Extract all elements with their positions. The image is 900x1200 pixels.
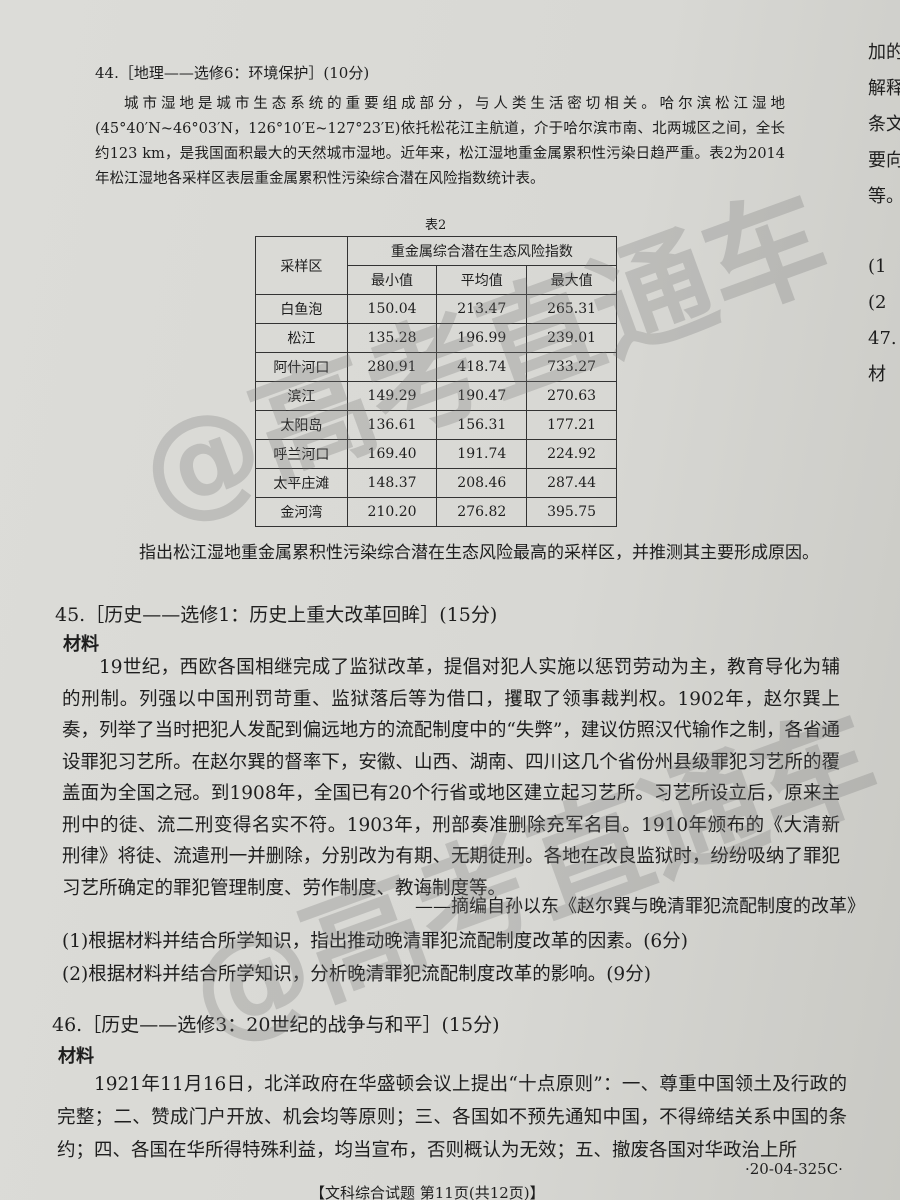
- table-cell: 169.40: [346, 439, 438, 469]
- margin-text: 加的: [868, 42, 900, 63]
- table-row: 太平庄滩 148.37 208.46 287.44: [255, 468, 617, 498]
- table-row: 滨江 149.29 190.47 270.63: [255, 381, 617, 411]
- table-cell: 177.21: [526, 410, 617, 440]
- table-row: 金河湾 210.20 276.82 395.75: [255, 497, 617, 527]
- table-cell: 733.27: [526, 352, 617, 382]
- table-cell: 金河湾: [255, 497, 348, 527]
- table-row: 松江 135.28 196.99 239.01: [255, 323, 617, 353]
- table-cell: 239.01: [526, 323, 617, 353]
- table-cell: 418.74: [436, 352, 528, 382]
- table-cell: 呼兰河口: [255, 439, 348, 469]
- table-cell: 阿什河口: [255, 352, 348, 382]
- margin-text: 等。: [868, 186, 900, 207]
- margin-text: (2: [868, 292, 887, 313]
- margin-text: (1: [868, 256, 887, 277]
- table-cell: 265.31: [526, 294, 617, 324]
- sub-question: (1)根据材料并结合所学知识，指出推动晚清罪犯流配制度改革的因素。(6分): [62, 931, 688, 952]
- margin-text: 材: [868, 364, 886, 385]
- material-label: 材料: [58, 1046, 94, 1067]
- q45-title: 45.［历史——选修1：历史上重大改革回眸］(15分): [55, 604, 498, 626]
- table-cell: 270.63: [526, 381, 617, 411]
- table-caption: 表2: [425, 218, 447, 233]
- q44-question: 指出松江湿地重金属累积性污染综合潜在生态风险最高的采样区，并推测其主要形成原因。: [139, 543, 819, 563]
- header-cell: 最大值: [526, 265, 617, 295]
- table-cell: 213.47: [436, 294, 528, 324]
- sub-question: (2)根据材料并结合所学知识，分析晚清罪犯流配制度改革的影响。(9分): [62, 964, 651, 985]
- table-cell: 191.74: [436, 439, 528, 469]
- q45-paragraph: 19世纪，西欧各国相继完成了监狱改革，提倡对犯人实施以惩罚劳动为主，教育导化为辅…: [62, 657, 840, 899]
- header-cell: 重金属综合潜在生态风险指数: [346, 236, 618, 266]
- table-cell: 208.46: [436, 468, 528, 498]
- code: ·20-04-325C·: [745, 1160, 843, 1178]
- table-row: 呼兰河口 169.40 191.74 224.92: [255, 439, 617, 469]
- table-cell: 280.91: [346, 352, 438, 382]
- table-cell: 松江: [255, 323, 348, 353]
- q44-title: 44.［地理——选修6：环境保护］(10分): [95, 64, 370, 82]
- data-table: 采样区 重金属综合潜在生态风险指数 最小值 平均值 最大值 白鱼泡 150.04 213.…: [255, 236, 618, 527]
- header-cell: 平均值: [436, 265, 528, 295]
- footer: 【文科综合试题 第11页(共12页)】: [310, 1184, 545, 1200]
- q46-title: 46.［历史——选修3：20世纪的战争与和平］(15分): [52, 1014, 500, 1036]
- margin-text: 条文: [868, 114, 900, 135]
- table-cell: 196.99: [436, 323, 528, 353]
- table-row: 太阳岛 136.61 156.31 177.21: [255, 410, 617, 440]
- table-row: 阿什河口 280.91 418.74 733.27: [255, 352, 617, 382]
- source: ——摘编自孙以东《赵尔巽与晚清罪犯流配制度的改革》: [415, 896, 865, 917]
- table-cell: 190.47: [436, 381, 528, 411]
- table-cell: 太平庄滩: [255, 468, 348, 498]
- margin-text: 解释: [868, 78, 900, 99]
- q44-paragraph: 城市湿地是城市生态系统的重要组成部分，与人类生活密切相关。哈尔滨松江湿地(45°…: [95, 96, 785, 187]
- table-cell: 148.37: [346, 468, 438, 498]
- table-row: 白鱼泡 150.04 213.47 265.31: [255, 294, 617, 324]
- q46-paragraph: 1921年11月16日，北洋政府在华盛顿会议上提出“十点原则”：一、尊重中国领土…: [57, 1074, 847, 1161]
- margin-text: 要向: [868, 150, 900, 171]
- margin-text: 47.: [868, 328, 897, 349]
- table-cell: 395.75: [526, 497, 617, 527]
- material-label: 材料: [63, 634, 99, 655]
- header-cell: 采样区: [255, 236, 348, 295]
- table-cell: 287.44: [526, 468, 617, 498]
- table-cell: 135.28: [346, 323, 438, 353]
- table-cell: 210.20: [346, 497, 438, 527]
- table-cell: 276.82: [436, 497, 528, 527]
- table-cell: 150.04: [346, 294, 438, 324]
- table-cell: 224.92: [526, 439, 617, 469]
